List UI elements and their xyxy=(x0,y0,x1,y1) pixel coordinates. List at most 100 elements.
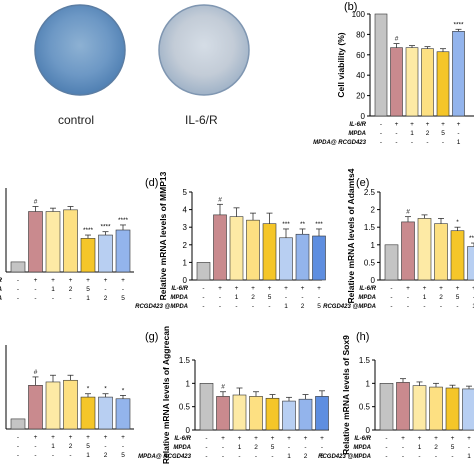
panel-label: (g) xyxy=(145,331,158,343)
il6r-dish xyxy=(158,4,250,96)
significance-label: **** xyxy=(100,224,111,231)
bar xyxy=(80,238,96,273)
condition-value: + xyxy=(410,121,414,128)
condition-value: + xyxy=(406,285,410,292)
condition-value: - xyxy=(402,453,404,460)
bar xyxy=(467,246,474,281)
condition-value: + xyxy=(104,277,108,284)
bar xyxy=(98,234,113,273)
condition-value: - xyxy=(440,303,442,310)
y-axis-label: Relative mRNA levels of Sox9 xyxy=(341,335,351,455)
y-tick-label: 0.5 xyxy=(364,258,376,267)
significance-label: # xyxy=(34,369,38,376)
bar xyxy=(45,381,61,430)
bar xyxy=(229,216,244,281)
condition-value: + xyxy=(86,434,90,441)
bar xyxy=(452,31,465,117)
condition-value: + xyxy=(121,434,125,441)
condition-value: - xyxy=(288,444,290,451)
condition-value: - xyxy=(457,130,459,137)
significance-label: # xyxy=(34,198,38,205)
condition-value: 1 xyxy=(51,286,55,293)
significance-label: **** xyxy=(469,235,474,242)
condition-value: + xyxy=(51,277,55,284)
condition-value: 1 xyxy=(284,303,288,310)
bar xyxy=(216,396,230,431)
y-axis-label: Relative mRNA levels of Aggrecan xyxy=(161,326,171,464)
panel-label: (h) xyxy=(356,331,369,343)
panel-label: (d) xyxy=(145,177,158,189)
condition-name: MPDA xyxy=(348,131,366,137)
condition-name: MPDA xyxy=(170,295,188,301)
condition-value: + xyxy=(451,435,455,442)
condition-value: 2 xyxy=(434,444,438,451)
condition-value: - xyxy=(395,139,397,146)
condition-value: - xyxy=(390,285,392,292)
condition-name: MPDA xyxy=(353,445,371,451)
condition-value: - xyxy=(390,303,392,310)
bar xyxy=(384,244,399,281)
condition-value: - xyxy=(252,303,254,310)
condition-value: + xyxy=(395,121,399,128)
condition-value: + xyxy=(268,285,272,292)
condition-name: IL-6/R xyxy=(359,286,376,292)
condition-value: + xyxy=(434,435,438,442)
condition-value: - xyxy=(255,453,257,460)
condition-value: - xyxy=(17,443,19,450)
y-tick-label: 0 xyxy=(183,276,188,285)
condition-value: - xyxy=(285,294,287,301)
condition-value: - xyxy=(69,452,71,459)
condition-value: + xyxy=(320,435,324,442)
significance-label: # xyxy=(221,384,225,391)
bar xyxy=(396,382,410,431)
condition-value: - xyxy=(380,121,382,128)
bar xyxy=(445,387,460,431)
bar xyxy=(405,47,419,117)
y-tick-label: 1.5 xyxy=(359,356,371,365)
bar xyxy=(401,221,415,281)
condition-value: + xyxy=(121,277,125,284)
significance-label: # xyxy=(218,196,222,203)
condition-value: 1 xyxy=(467,453,471,460)
condition-value: - xyxy=(104,443,106,450)
condition-value: + xyxy=(439,285,443,292)
condition-value: - xyxy=(473,294,474,301)
y-tick-label: 2 xyxy=(371,206,376,215)
condition-value: - xyxy=(456,303,458,310)
condition-value: 1 xyxy=(410,130,414,137)
condition-value: + xyxy=(238,435,242,442)
condition-value: - xyxy=(104,286,106,293)
y-tick-label: 40 xyxy=(356,71,365,80)
condition-value: - xyxy=(407,294,409,301)
y-tick-label: 1 xyxy=(371,241,376,250)
y-tick-label: 0 xyxy=(371,276,376,285)
bar xyxy=(312,235,326,281)
bar xyxy=(63,379,78,430)
condition-value: + xyxy=(317,285,321,292)
condition-value: + xyxy=(254,435,258,442)
bar xyxy=(98,396,113,430)
condition-value: - xyxy=(301,294,303,301)
bar xyxy=(434,223,448,281)
condition-value: + xyxy=(235,285,239,292)
bar xyxy=(10,418,26,430)
y-tick-label: 1 xyxy=(186,379,191,388)
condition-value: - xyxy=(202,294,204,301)
condition-value: + xyxy=(304,435,308,442)
condition-value: 5 xyxy=(268,294,272,301)
condition-value: - xyxy=(222,444,224,451)
condition-value: 1 xyxy=(51,443,55,450)
y-tick-label: 1.5 xyxy=(364,223,376,232)
condition-name: IL-6/R xyxy=(349,122,366,128)
bar xyxy=(45,211,61,273)
condition-value: - xyxy=(219,294,221,301)
condition-value: 1 xyxy=(235,294,239,301)
significance-label: ** xyxy=(300,221,306,228)
condition-value: 1 xyxy=(86,452,90,459)
y-tick-label: 0 xyxy=(361,112,366,121)
condition-value: + xyxy=(271,435,275,442)
condition-name: MPDA xyxy=(0,287,2,293)
bar xyxy=(196,262,211,281)
condition-value: - xyxy=(205,435,207,442)
condition-name: MPDA@ RCGD423 xyxy=(138,454,192,460)
